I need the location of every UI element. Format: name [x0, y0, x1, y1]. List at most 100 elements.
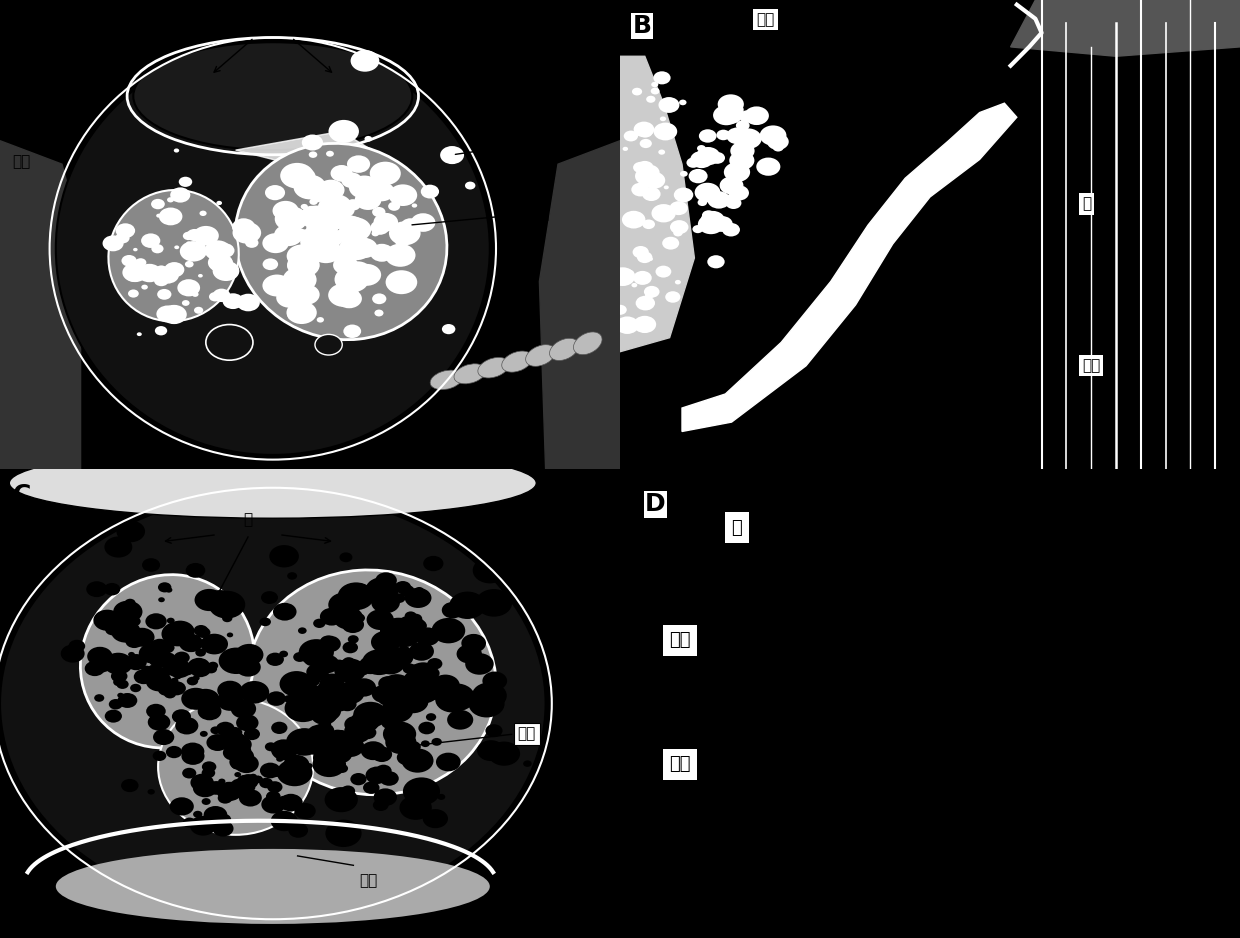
Circle shape — [646, 96, 656, 103]
Circle shape — [170, 188, 190, 203]
Circle shape — [687, 158, 701, 168]
Circle shape — [744, 106, 769, 125]
Circle shape — [104, 710, 122, 722]
Circle shape — [289, 765, 311, 782]
Circle shape — [316, 317, 324, 323]
Circle shape — [215, 262, 238, 280]
Circle shape — [332, 600, 347, 612]
Circle shape — [217, 690, 243, 711]
Circle shape — [699, 129, 717, 143]
Circle shape — [293, 229, 309, 241]
Circle shape — [198, 640, 210, 647]
Circle shape — [299, 686, 335, 714]
Circle shape — [320, 673, 345, 692]
Circle shape — [358, 667, 368, 675]
Circle shape — [246, 237, 258, 248]
Circle shape — [234, 754, 259, 773]
Circle shape — [320, 608, 343, 626]
Circle shape — [394, 581, 412, 594]
Circle shape — [376, 652, 405, 674]
Circle shape — [423, 556, 444, 571]
Circle shape — [273, 603, 296, 621]
Circle shape — [286, 245, 317, 267]
Circle shape — [186, 248, 196, 255]
Circle shape — [320, 635, 336, 647]
Circle shape — [160, 653, 176, 665]
Circle shape — [312, 229, 329, 241]
Circle shape — [372, 685, 396, 703]
Circle shape — [118, 693, 124, 698]
Circle shape — [336, 289, 362, 309]
Circle shape — [206, 325, 253, 360]
Circle shape — [340, 552, 352, 562]
Circle shape — [145, 613, 166, 629]
Circle shape — [295, 775, 306, 784]
Circle shape — [216, 721, 234, 736]
Circle shape — [229, 748, 254, 765]
Circle shape — [227, 734, 244, 748]
Circle shape — [200, 731, 208, 737]
Circle shape — [151, 199, 165, 209]
Circle shape — [192, 819, 198, 824]
Circle shape — [308, 211, 312, 215]
Circle shape — [326, 151, 334, 157]
Circle shape — [634, 162, 647, 173]
Circle shape — [379, 618, 417, 645]
Circle shape — [167, 618, 175, 624]
Circle shape — [389, 221, 420, 245]
Circle shape — [351, 237, 363, 247]
Circle shape — [203, 806, 227, 824]
Circle shape — [296, 678, 316, 693]
Polygon shape — [236, 131, 372, 169]
Circle shape — [304, 228, 327, 245]
Circle shape — [293, 284, 320, 305]
Circle shape — [115, 223, 135, 238]
Circle shape — [718, 95, 744, 114]
Circle shape — [68, 640, 86, 653]
Circle shape — [353, 702, 388, 728]
Circle shape — [412, 204, 417, 207]
Circle shape — [112, 620, 140, 643]
Circle shape — [386, 270, 417, 295]
Circle shape — [305, 686, 321, 697]
Circle shape — [348, 175, 379, 199]
Circle shape — [420, 185, 439, 199]
Circle shape — [200, 211, 207, 216]
Polygon shape — [0, 141, 81, 469]
Circle shape — [207, 781, 226, 794]
Circle shape — [647, 257, 653, 261]
Circle shape — [415, 628, 440, 646]
Circle shape — [314, 619, 325, 628]
Circle shape — [203, 814, 222, 828]
Circle shape — [229, 753, 252, 770]
Circle shape — [361, 741, 386, 760]
Circle shape — [182, 721, 195, 731]
Circle shape — [232, 739, 250, 752]
Circle shape — [436, 752, 461, 771]
Circle shape — [267, 653, 284, 666]
Circle shape — [435, 687, 470, 713]
Circle shape — [260, 591, 278, 604]
Circle shape — [420, 740, 430, 747]
Circle shape — [126, 260, 143, 272]
Circle shape — [366, 766, 388, 784]
Circle shape — [202, 798, 211, 805]
Text: 肠: 肠 — [732, 519, 743, 537]
Circle shape — [191, 688, 219, 710]
Circle shape — [329, 745, 352, 764]
Circle shape — [218, 647, 254, 674]
Circle shape — [312, 194, 324, 203]
Circle shape — [336, 735, 365, 757]
Ellipse shape — [10, 448, 536, 518]
Circle shape — [231, 699, 257, 719]
Circle shape — [372, 294, 387, 304]
Text: C: C — [12, 483, 31, 507]
Circle shape — [383, 721, 417, 747]
Circle shape — [157, 682, 176, 696]
Circle shape — [317, 180, 345, 201]
Circle shape — [260, 763, 280, 779]
Circle shape — [320, 230, 342, 247]
Circle shape — [386, 731, 417, 754]
Circle shape — [181, 743, 205, 760]
Circle shape — [300, 230, 332, 254]
